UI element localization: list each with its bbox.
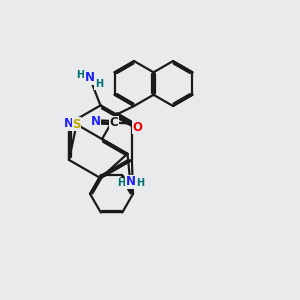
Text: H: H [76, 70, 84, 80]
Text: N: N [126, 175, 136, 188]
Text: C: C [110, 116, 118, 129]
Text: S: S [72, 118, 81, 131]
Text: N: N [91, 115, 100, 128]
Text: N: N [64, 117, 74, 130]
Text: H: H [95, 79, 103, 89]
Text: H: H [136, 178, 144, 188]
Text: N: N [85, 71, 95, 84]
Text: O: O [133, 121, 142, 134]
Text: H: H [117, 178, 125, 188]
